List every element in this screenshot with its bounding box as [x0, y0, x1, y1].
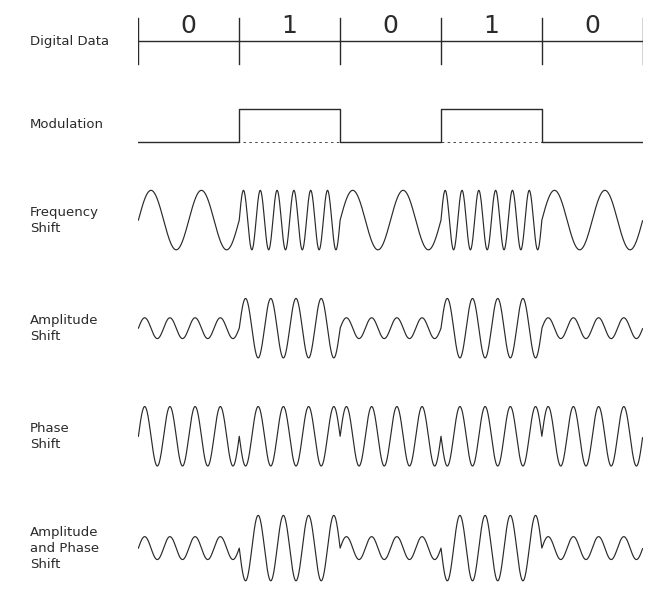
- Text: 1: 1: [483, 14, 500, 38]
- Text: 0: 0: [181, 14, 197, 38]
- Text: 1: 1: [281, 14, 298, 38]
- Text: Phase
Shift: Phase Shift: [30, 422, 70, 451]
- Text: Digital Data: Digital Data: [30, 34, 109, 47]
- Text: Modulation: Modulation: [30, 118, 104, 132]
- Text: 0: 0: [584, 14, 600, 38]
- Text: Amplitude
and Phase
Shift: Amplitude and Phase Shift: [30, 526, 99, 570]
- Text: Amplitude
Shift: Amplitude Shift: [30, 314, 98, 343]
- Text: 0: 0: [382, 14, 399, 38]
- Text: Frequency
Shift: Frequency Shift: [30, 206, 99, 234]
